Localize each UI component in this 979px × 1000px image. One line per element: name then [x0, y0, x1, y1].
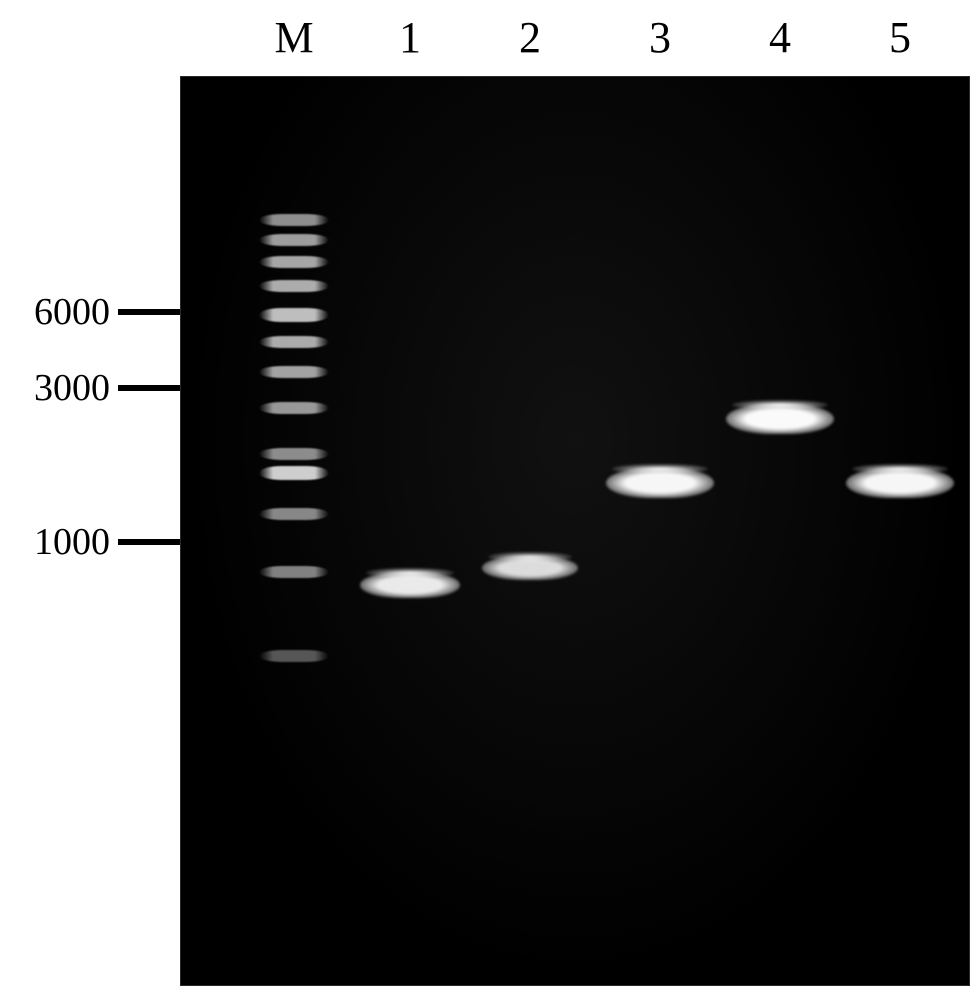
sample-band-highlight — [366, 568, 454, 578]
ladder-band — [259, 256, 329, 268]
tick-1000 — [118, 539, 180, 545]
lane-label-M: M — [274, 12, 313, 63]
ladder-band — [259, 366, 329, 378]
sample-band-highlight — [732, 400, 828, 410]
ladder-band — [259, 466, 329, 480]
ladder-band — [259, 234, 329, 246]
tick-6000 — [118, 309, 180, 315]
lane-label-3: 3 — [649, 12, 671, 63]
ladder-band — [259, 336, 329, 348]
ladder-band — [259, 650, 329, 662]
size-marker-6000: 6000 — [34, 290, 110, 334]
lane-label-4: 4 — [769, 12, 791, 63]
ladder-band — [259, 280, 329, 292]
ladder-band — [259, 402, 329, 414]
lane-label-5: 5 — [889, 12, 911, 63]
gel-image — [180, 76, 970, 986]
gel-figure: M 1 2 3 4 5 6000 3000 1000 — [0, 0, 979, 1000]
tick-3000 — [118, 385, 180, 391]
sample-band-highlight — [852, 464, 948, 474]
lane-label-2: 2 — [519, 12, 541, 63]
ladder-band — [259, 308, 329, 322]
sample-band-highlight — [488, 552, 572, 562]
sample-band-highlight — [612, 464, 708, 474]
lane-header: M 1 2 3 4 5 — [0, 0, 979, 70]
gel-background — [180, 76, 970, 986]
size-marker-3000: 3000 — [34, 366, 110, 410]
lane-label-1: 1 — [399, 12, 421, 63]
ladder-band — [259, 508, 329, 520]
ladder-band — [259, 448, 329, 460]
size-marker-1000: 1000 — [34, 520, 110, 564]
ladder-band — [259, 566, 329, 578]
ladder-band — [259, 214, 329, 226]
